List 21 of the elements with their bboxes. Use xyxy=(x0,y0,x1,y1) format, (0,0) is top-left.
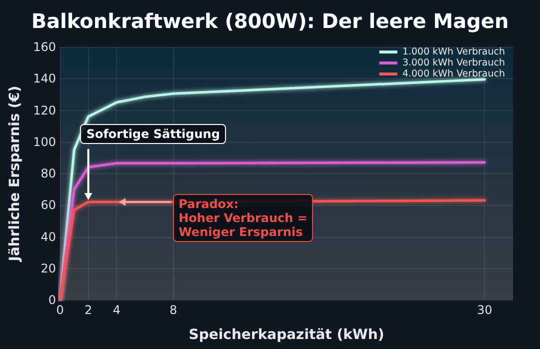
annotation: Paradox: Hoher Verbrauch = Weniger Ersparnis xyxy=(172,194,314,242)
y-tick-label: 120 xyxy=(33,103,56,118)
y-tick-label: 40 xyxy=(40,230,56,244)
y-tick-label: 60 xyxy=(40,198,56,212)
annotation: Sofortige Sättigung xyxy=(80,124,226,144)
x-axis-title: Speicherkapazität (kWh) xyxy=(188,327,384,343)
x-tick-label: 8 xyxy=(169,303,178,317)
x-tick-label: 30 xyxy=(477,303,492,317)
legend-label: 1.000 kWh Verbrauch xyxy=(402,46,505,58)
y-tick-label: 20 xyxy=(40,261,56,276)
x-tick-label: 2 xyxy=(84,303,92,317)
legend-label: 4.000 kWh Verbrauch xyxy=(402,68,505,80)
x-tick-label: 4 xyxy=(112,303,120,317)
y-tick-label: 100 xyxy=(33,134,56,149)
chart-title: Balkonkraftwerk (800W): Der leere Magen xyxy=(31,9,509,33)
y-tick-label: 140 xyxy=(33,72,56,86)
legend-label: 3.000 kWh Verbrauch xyxy=(402,58,505,68)
y-axis-title: Jährliche Ersparnis (€) xyxy=(7,86,23,262)
y-tick-label: 80 xyxy=(40,166,56,180)
y-tick-label: 0 xyxy=(48,293,56,307)
y-tick-label: 160 xyxy=(33,40,56,54)
